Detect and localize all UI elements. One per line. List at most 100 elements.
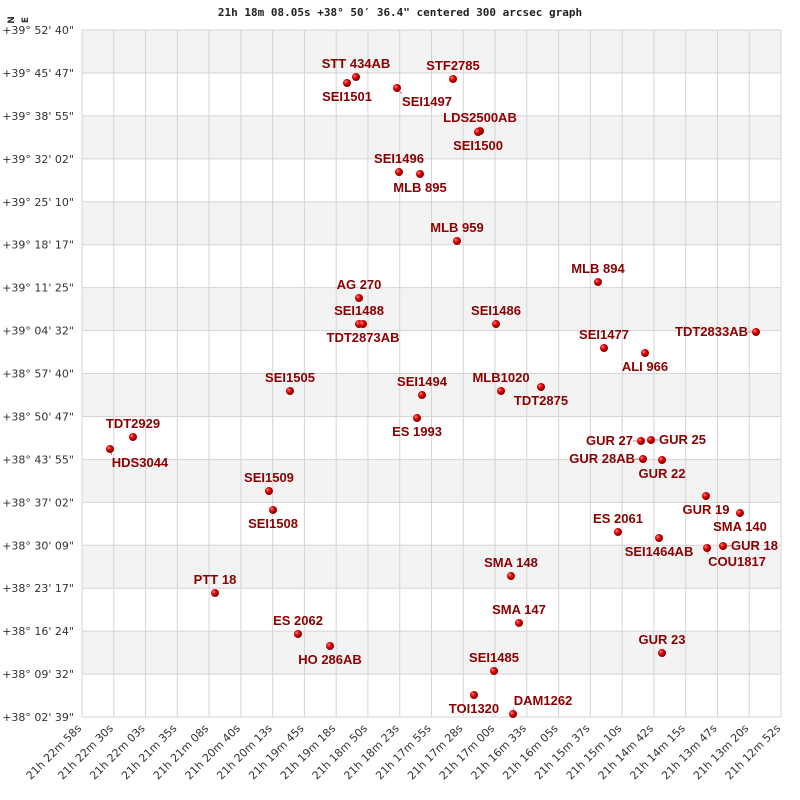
star-point bbox=[735, 509, 744, 518]
star-label: GUR 27 bbox=[586, 433, 633, 448]
star-label: GUR 22 bbox=[639, 466, 686, 481]
y-tick-label: +39° 38' 55" bbox=[2, 110, 74, 123]
y-tick-label: +39° 18' 17" bbox=[2, 239, 74, 252]
star-point bbox=[355, 293, 364, 302]
star-point bbox=[613, 528, 622, 537]
star-point bbox=[491, 319, 500, 328]
star-label: ES 1993 bbox=[392, 424, 442, 439]
star-point bbox=[655, 534, 664, 543]
star-label: SEI1505 bbox=[265, 370, 315, 385]
chart-title: 21h 18m 08.05s +38° 50′ 36.4" centered 3… bbox=[217, 6, 583, 19]
star-point bbox=[128, 432, 137, 441]
y-tick-label: +39° 45' 47" bbox=[2, 67, 74, 80]
star-point bbox=[640, 348, 649, 357]
star-point bbox=[593, 277, 602, 286]
star-label: GUR 23 bbox=[639, 632, 686, 647]
star-label: SEI1496 bbox=[374, 151, 424, 166]
star-label: STT 434AB bbox=[322, 56, 391, 71]
y-tick-label: +39° 52' 40" bbox=[2, 24, 74, 37]
star-point bbox=[469, 690, 478, 699]
star-label: TDT2929 bbox=[106, 416, 160, 431]
star-point bbox=[638, 454, 647, 463]
star-label: ES 2061 bbox=[593, 511, 643, 526]
star-label: GUR 18 bbox=[731, 538, 778, 553]
star-point bbox=[416, 170, 425, 179]
star-point bbox=[449, 74, 458, 83]
y-tick-label: +39° 25' 10" bbox=[2, 196, 74, 209]
star-point bbox=[413, 414, 422, 423]
star-label: TOI1320 bbox=[449, 701, 499, 716]
star-label: SEI1477 bbox=[579, 327, 629, 342]
star-label: SEI1464AB bbox=[625, 544, 694, 559]
star-label: SMA 140 bbox=[713, 519, 767, 534]
y-tick-label: +39° 11' 25" bbox=[2, 282, 74, 295]
star-point bbox=[658, 456, 667, 465]
star-label: ES 2062 bbox=[273, 613, 323, 628]
star-point bbox=[509, 709, 518, 718]
star-label: SEI1509 bbox=[244, 470, 294, 485]
star-point bbox=[326, 641, 335, 650]
star-point bbox=[105, 444, 114, 453]
star-label: SEI1486 bbox=[471, 303, 521, 318]
star-label: SMA 147 bbox=[492, 602, 546, 617]
star-point bbox=[392, 83, 401, 92]
star-point bbox=[474, 128, 483, 137]
star-label: GUR 28AB bbox=[569, 451, 635, 466]
y-tick-label: +39° 32' 02" bbox=[2, 153, 74, 166]
star-label: GUR 19 bbox=[682, 502, 729, 517]
star-point bbox=[751, 328, 760, 337]
star-label: SEI1488 bbox=[334, 303, 384, 318]
y-tick-label: +38° 43' 55" bbox=[2, 453, 74, 466]
star-label: SEI1501 bbox=[322, 89, 372, 104]
y-tick-label: +38° 50' 47" bbox=[2, 410, 74, 423]
star-point bbox=[719, 541, 728, 550]
star-label: AG 270 bbox=[337, 277, 382, 292]
star-label: MLB 894 bbox=[571, 261, 625, 276]
star-point bbox=[599, 344, 608, 353]
star-point bbox=[647, 435, 656, 444]
y-tick-label: +38° 37' 02" bbox=[2, 496, 74, 509]
star-point bbox=[285, 386, 294, 395]
star-label: SEI1508 bbox=[248, 516, 298, 531]
star-point bbox=[343, 79, 352, 88]
y-tick-label: +38° 57' 40" bbox=[2, 368, 74, 381]
star-point bbox=[497, 386, 506, 395]
star-label: TDT2873AB bbox=[327, 330, 400, 345]
y-tick-label: +38° 16' 24" bbox=[2, 625, 74, 638]
compass-east: E bbox=[21, 17, 31, 23]
star-point bbox=[210, 589, 219, 598]
star-label: MLB 895 bbox=[393, 180, 446, 195]
star-label: COU1817 bbox=[708, 554, 766, 569]
star-label: PTT 18 bbox=[194, 572, 237, 587]
star-point bbox=[701, 492, 710, 501]
star-point bbox=[294, 629, 303, 638]
star-point bbox=[506, 571, 515, 580]
x-tick-label: 21h 12m 52s bbox=[723, 722, 784, 783]
star-point bbox=[703, 544, 712, 553]
star-point bbox=[514, 618, 523, 627]
star-label: GUR 25 bbox=[659, 432, 706, 447]
star-point bbox=[269, 505, 278, 514]
compass-north: N bbox=[7, 16, 17, 24]
star-label: SEI1500 bbox=[453, 138, 503, 153]
star-point bbox=[264, 486, 273, 495]
star-point bbox=[358, 319, 367, 328]
star-label: STF2785 bbox=[426, 58, 479, 73]
star-label: TDT2875 bbox=[514, 393, 568, 408]
star-label: SEI1494 bbox=[397, 374, 448, 389]
star-label: SMA 148 bbox=[484, 555, 538, 570]
star-label: TDT2833AB bbox=[675, 324, 748, 339]
star-label: HO 286AB bbox=[298, 652, 362, 667]
star-point bbox=[394, 167, 403, 176]
star-point bbox=[658, 648, 667, 657]
star-point bbox=[636, 437, 645, 446]
y-tick-label: +38° 30' 09" bbox=[2, 539, 74, 552]
star-label: DAM1262 bbox=[514, 693, 573, 708]
star-label: MLB1020 bbox=[472, 370, 529, 385]
y-tick-label: +38° 02' 39" bbox=[2, 711, 74, 724]
y-tick-label: +38° 09' 32" bbox=[2, 668, 74, 681]
y-tick-label: +38° 23' 17" bbox=[2, 582, 74, 595]
star-label: SEI1497 bbox=[402, 94, 452, 109]
star-label: HDS3044 bbox=[112, 455, 169, 470]
